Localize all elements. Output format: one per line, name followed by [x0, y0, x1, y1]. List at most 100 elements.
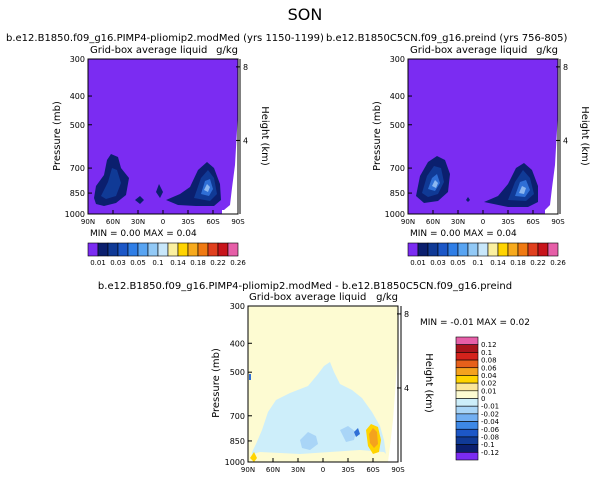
panel-left-top: b.e12.B1850.f09_g16.PIMP4-pliomip2.modMe… — [6, 33, 324, 239]
latitude-tick-label: 0 — [481, 218, 485, 226]
panel-c-contour-yellow — [250, 452, 257, 462]
panel-a-ylabel: Pressure (mb) — [52, 101, 63, 171]
pressure-tick-label: 500 — [230, 368, 245, 377]
colorbar-label: 0.03 — [110, 259, 126, 267]
latitude-tick-label: 30S — [501, 218, 515, 226]
panel-a-plot — [88, 59, 238, 214]
colorbar-swatch — [227, 242, 239, 257]
panel-c-height-axis: 84 — [397, 310, 409, 393]
colorbar-label: 0.02 — [481, 380, 497, 388]
page-title: SON — [288, 5, 323, 24]
pressure-tick-label: 850 — [230, 437, 245, 446]
panel-a-contour-deep-navy — [156, 184, 163, 198]
colorbar-label: 0.04 — [481, 372, 497, 380]
latitude-tick-label: 60N — [426, 218, 440, 226]
colorbar-label: 0.18 — [510, 259, 526, 267]
panel-a-latitude-axis: 90N 60N 30N 0 30S 60S 90S — [81, 210, 245, 226]
pressure-tick-label: 300 — [230, 302, 245, 311]
colorbar-swatch — [537, 242, 549, 257]
panel-a-surface-strip — [222, 210, 232, 214]
colorbar-label: 0.14 — [490, 259, 506, 267]
latitude-tick-label: 90S — [551, 218, 565, 226]
panel-c-contour-orange — [369, 428, 378, 448]
pressure-tick-label: 500 — [70, 121, 85, 130]
pressure-tick-label: 500 — [390, 121, 405, 130]
colorbar-swatch — [455, 413, 479, 422]
colorbar-swatch — [455, 405, 479, 415]
colorbar-label: 0.01 — [410, 259, 426, 267]
colorbar-swatch — [417, 242, 429, 257]
panel-right-top: b.e12.B1850C5CN.f09_g16.preind (yrs 756-… — [326, 33, 590, 239]
pressure-tick-label: 700 — [390, 164, 405, 173]
colorbar-swatch — [455, 382, 479, 392]
panel-c-contour-yellow — [250, 450, 390, 462]
pressure-tick-label: 300 — [70, 55, 85, 64]
colorbar-swatch — [455, 428, 479, 438]
panel-b-latitude-axis: 90N 60N 30N 0 30S 60S 90S — [401, 210, 565, 226]
height-tick-label: 8 — [563, 63, 568, 72]
latitude-tick-label: 60S — [366, 466, 380, 474]
colorbar-label: 0.18 — [190, 259, 206, 267]
latitude-tick-label: 30S — [181, 218, 195, 226]
colorbar-label: -0.06 — [481, 426, 500, 434]
colorbar-swatch — [207, 242, 219, 257]
latitude-tick-label: 0 — [161, 218, 165, 226]
colorbar-difference: 0.120.10.080.060.040.020.010-0.01-0.02-0… — [455, 336, 500, 461]
latitude-tick-label: 90N — [241, 466, 255, 474]
panel-c-units: g/kg — [376, 292, 398, 303]
colorbar-label: 0.1 — [152, 259, 163, 267]
panel-a-units: g/kg — [216, 45, 238, 56]
panel-b-contour-light-blue — [432, 180, 438, 188]
colorbar-label: -0.1 — [481, 441, 495, 449]
panel-b-plot — [408, 59, 558, 214]
panel-a-minmax: MIN = 0.00 MAX = 0.04 — [90, 229, 197, 239]
panel-c-subtitle: Grid-box average liquid — [249, 292, 366, 303]
panel-b-units: g/kg — [536, 45, 558, 56]
panel-a-ylabel-right: Height (km) — [259, 106, 270, 166]
panel-c-plot — [248, 306, 398, 462]
colorbar-swatch — [517, 242, 529, 257]
pressure-tick-label: 700 — [230, 412, 245, 421]
colorbar-swatch — [455, 367, 479, 376]
colorbar-swatch — [455, 359, 479, 369]
colorbar-swatch — [407, 242, 419, 257]
colorbar-label: 0.1 — [472, 259, 483, 267]
colorbar-swatch — [437, 242, 449, 257]
pressure-tick-label: 400 — [230, 339, 245, 348]
colorbar-swatch — [455, 344, 479, 353]
colorbar-label: 0.03 — [430, 259, 446, 267]
panel-c-contour-light-blue — [340, 426, 356, 442]
colorbar-swatch — [187, 242, 199, 257]
panel-c-minmax: MIN = -0.01 MAX = 0.02 — [420, 318, 530, 328]
colorbar-label: 0.22 — [210, 259, 226, 267]
panel-b-ylabel: Pressure (mb) — [372, 101, 383, 171]
colorbar-swatch — [507, 242, 519, 257]
colorbar-swatch — [455, 398, 479, 407]
height-tick-label: 8 — [243, 63, 248, 72]
panel-c-pressure-axis: 300 400 500 700 850 1000 — [225, 302, 252, 467]
colorbar-swatch — [455, 375, 479, 384]
colorbar-label: 0.26 — [230, 259, 246, 267]
panel-c-contour-light-blue — [300, 432, 318, 450]
panel-c-contour-mid-blue — [354, 428, 360, 437]
pressure-tick-label: 400 — [70, 92, 85, 101]
colorbar-swatch — [455, 444, 479, 453]
colorbar-label: 0.22 — [530, 259, 546, 267]
colorbar-swatch — [157, 242, 169, 257]
colorbar-swatch — [455, 452, 479, 461]
colorbar-label: -0.12 — [481, 449, 499, 457]
panel-b-title: b.e12.B1850C5CN.f09_g16.preind (yrs 756-… — [326, 33, 568, 44]
colorbar-swatch — [455, 336, 479, 345]
latitude-tick-label: 0 — [321, 466, 325, 474]
colorbar-label: 0.01 — [90, 259, 106, 267]
colorbar-swatch — [527, 242, 539, 257]
colorbar-swatch — [177, 242, 189, 257]
colorbar-swatch — [117, 242, 129, 257]
colorbar-swatch — [147, 242, 159, 257]
panel-a-height-axis: 84 — [236, 63, 248, 145]
latitude-tick-label: 60S — [526, 218, 540, 226]
pressure-tick-label: 400 — [390, 92, 405, 101]
panel-c-latitude-axis: 90N 60N 30N 0 30S 60S 90S — [241, 458, 405, 474]
latitude-tick-label: 60N — [106, 218, 120, 226]
height-tick-label: 4 — [243, 136, 248, 145]
